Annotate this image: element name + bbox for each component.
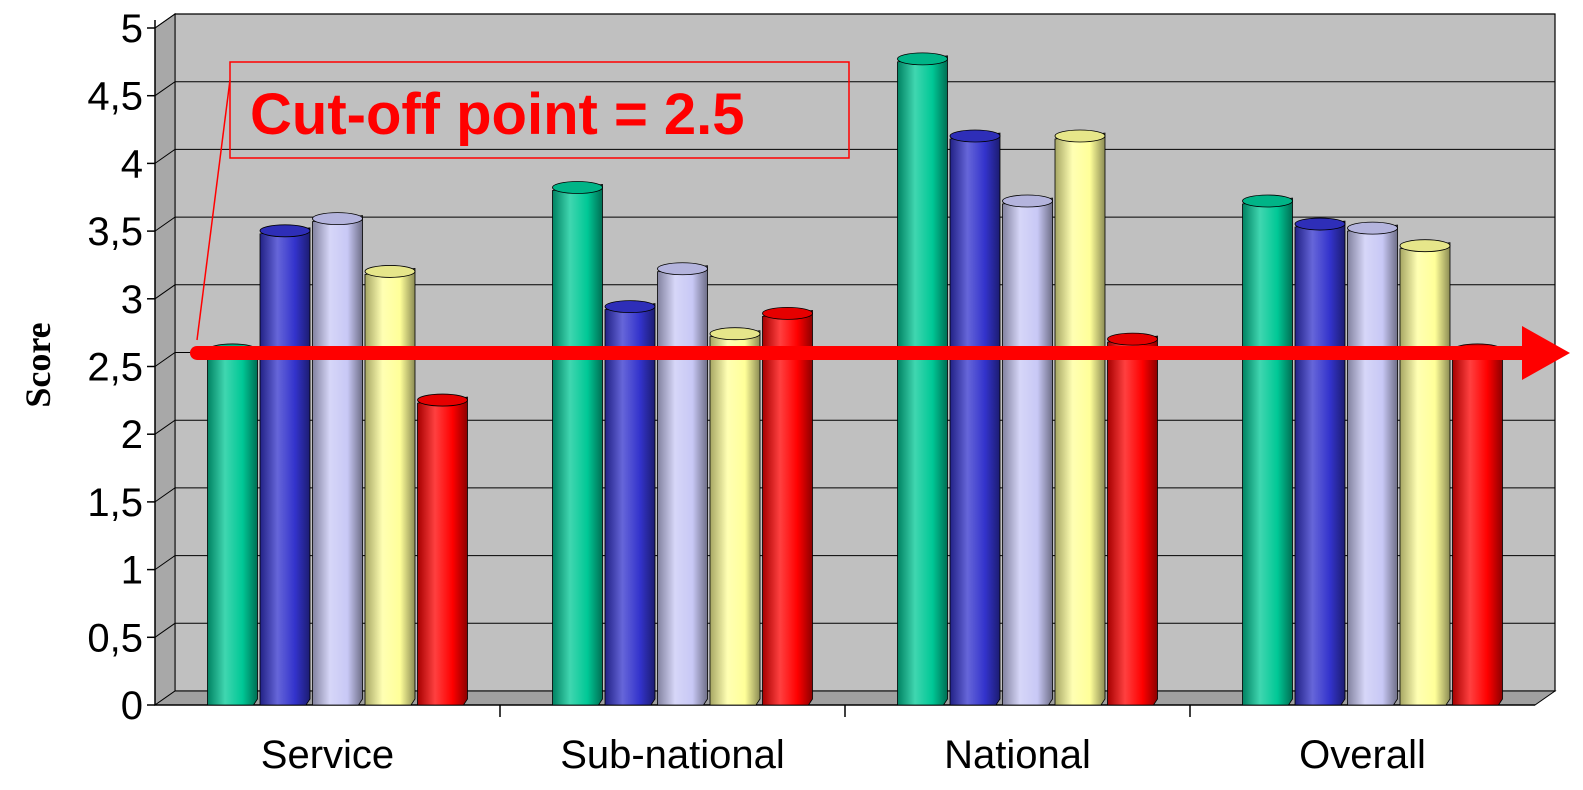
bar-top bbox=[1054, 129, 1106, 143]
bar-top bbox=[709, 327, 761, 341]
gridline bbox=[154, 13, 1555, 29]
bar-body bbox=[897, 55, 948, 706]
cutoff-arrowhead bbox=[1522, 325, 1570, 380]
bar bbox=[417, 393, 468, 706]
y-tick-label: 1,5 bbox=[87, 481, 143, 525]
annotation-box bbox=[229, 61, 850, 159]
y-tick-label: 4 bbox=[121, 142, 143, 186]
bar-top bbox=[949, 129, 1001, 143]
bar-top bbox=[1347, 221, 1398, 235]
y-tick-label: 2 bbox=[121, 413, 143, 457]
y-tick-label: 4,5 bbox=[87, 75, 143, 119]
bar bbox=[709, 327, 761, 706]
cutoff-annotation: Cut-off point = 2.5 bbox=[190, 61, 1570, 380]
bar bbox=[207, 343, 258, 706]
y-tick-label: 2,5 bbox=[87, 346, 143, 390]
bar-top bbox=[1294, 217, 1346, 231]
bar bbox=[657, 262, 708, 706]
bar bbox=[1054, 129, 1106, 706]
y-tick-label: 3,5 bbox=[87, 210, 143, 254]
bar-body bbox=[657, 265, 708, 706]
bar-top bbox=[259, 224, 311, 238]
y-tick-label: 0,5 bbox=[87, 616, 143, 660]
bar bbox=[762, 307, 813, 706]
bar-body bbox=[312, 215, 363, 706]
bars bbox=[207, 52, 1503, 706]
bar-body bbox=[1294, 220, 1346, 706]
bar-top bbox=[312, 212, 363, 226]
bar-top bbox=[604, 300, 656, 314]
y-tick-label: 1 bbox=[121, 549, 143, 593]
bar bbox=[1347, 221, 1398, 706]
bar bbox=[604, 300, 656, 706]
bar-body bbox=[1242, 197, 1293, 706]
bar-top bbox=[417, 393, 468, 407]
x-category-label: Overall bbox=[1299, 733, 1426, 777]
bar bbox=[1002, 194, 1053, 706]
annotation-text: Cut-off point = 2.5 bbox=[250, 82, 745, 147]
bar-body bbox=[417, 396, 468, 706]
bar-body bbox=[364, 267, 416, 706]
bar bbox=[897, 52, 948, 706]
bar-top bbox=[1399, 239, 1451, 253]
bar-body bbox=[259, 227, 311, 706]
annotation-leader-line bbox=[196, 79, 231, 341]
bar-top bbox=[1242, 194, 1293, 208]
bar-body bbox=[1107, 335, 1158, 706]
bar-body bbox=[762, 309, 813, 706]
bar-body bbox=[949, 132, 1001, 706]
y-axis-label: Score bbox=[18, 322, 58, 407]
bar-top bbox=[762, 307, 813, 320]
bar bbox=[259, 224, 311, 706]
bar-top bbox=[1002, 194, 1053, 208]
bar bbox=[1399, 239, 1451, 706]
x-category-labels: Service Sub-national National Overall bbox=[261, 733, 1426, 777]
bar bbox=[552, 181, 603, 706]
bar-top bbox=[657, 262, 708, 276]
bar bbox=[1452, 343, 1503, 706]
bar-top bbox=[1107, 332, 1158, 346]
bar-body bbox=[709, 330, 761, 706]
bar-body bbox=[1452, 346, 1503, 706]
bar-body bbox=[1002, 197, 1053, 706]
y-tick-label: 3 bbox=[121, 278, 143, 322]
x-category-label: Service bbox=[261, 733, 394, 777]
y-tick-label: 5 bbox=[121, 7, 143, 51]
y-tick-labels: 0 0,5 1 1,5 2 2,5 3 3,5 4 4,5 5 bbox=[87, 7, 143, 728]
bar-top bbox=[364, 265, 416, 278]
bar bbox=[312, 212, 363, 706]
bar-top bbox=[552, 181, 603, 194]
bar bbox=[364, 265, 416, 706]
y-tick-label: 0 bbox=[121, 684, 143, 728]
bar bbox=[1242, 194, 1293, 706]
bar-body bbox=[1347, 224, 1398, 706]
bar-body bbox=[1054, 132, 1106, 706]
bar-body bbox=[1399, 242, 1451, 706]
bar-body bbox=[604, 303, 656, 706]
bar bbox=[1107, 332, 1158, 706]
bar bbox=[1294, 217, 1346, 706]
x-category-label: Sub-national bbox=[560, 733, 785, 777]
bar-top bbox=[897, 52, 948, 66]
bar-body bbox=[207, 346, 258, 706]
bar-body bbox=[552, 184, 603, 706]
bar bbox=[949, 129, 1001, 706]
x-category-label: National bbox=[944, 733, 1091, 777]
gridline bbox=[154, 81, 1555, 97]
